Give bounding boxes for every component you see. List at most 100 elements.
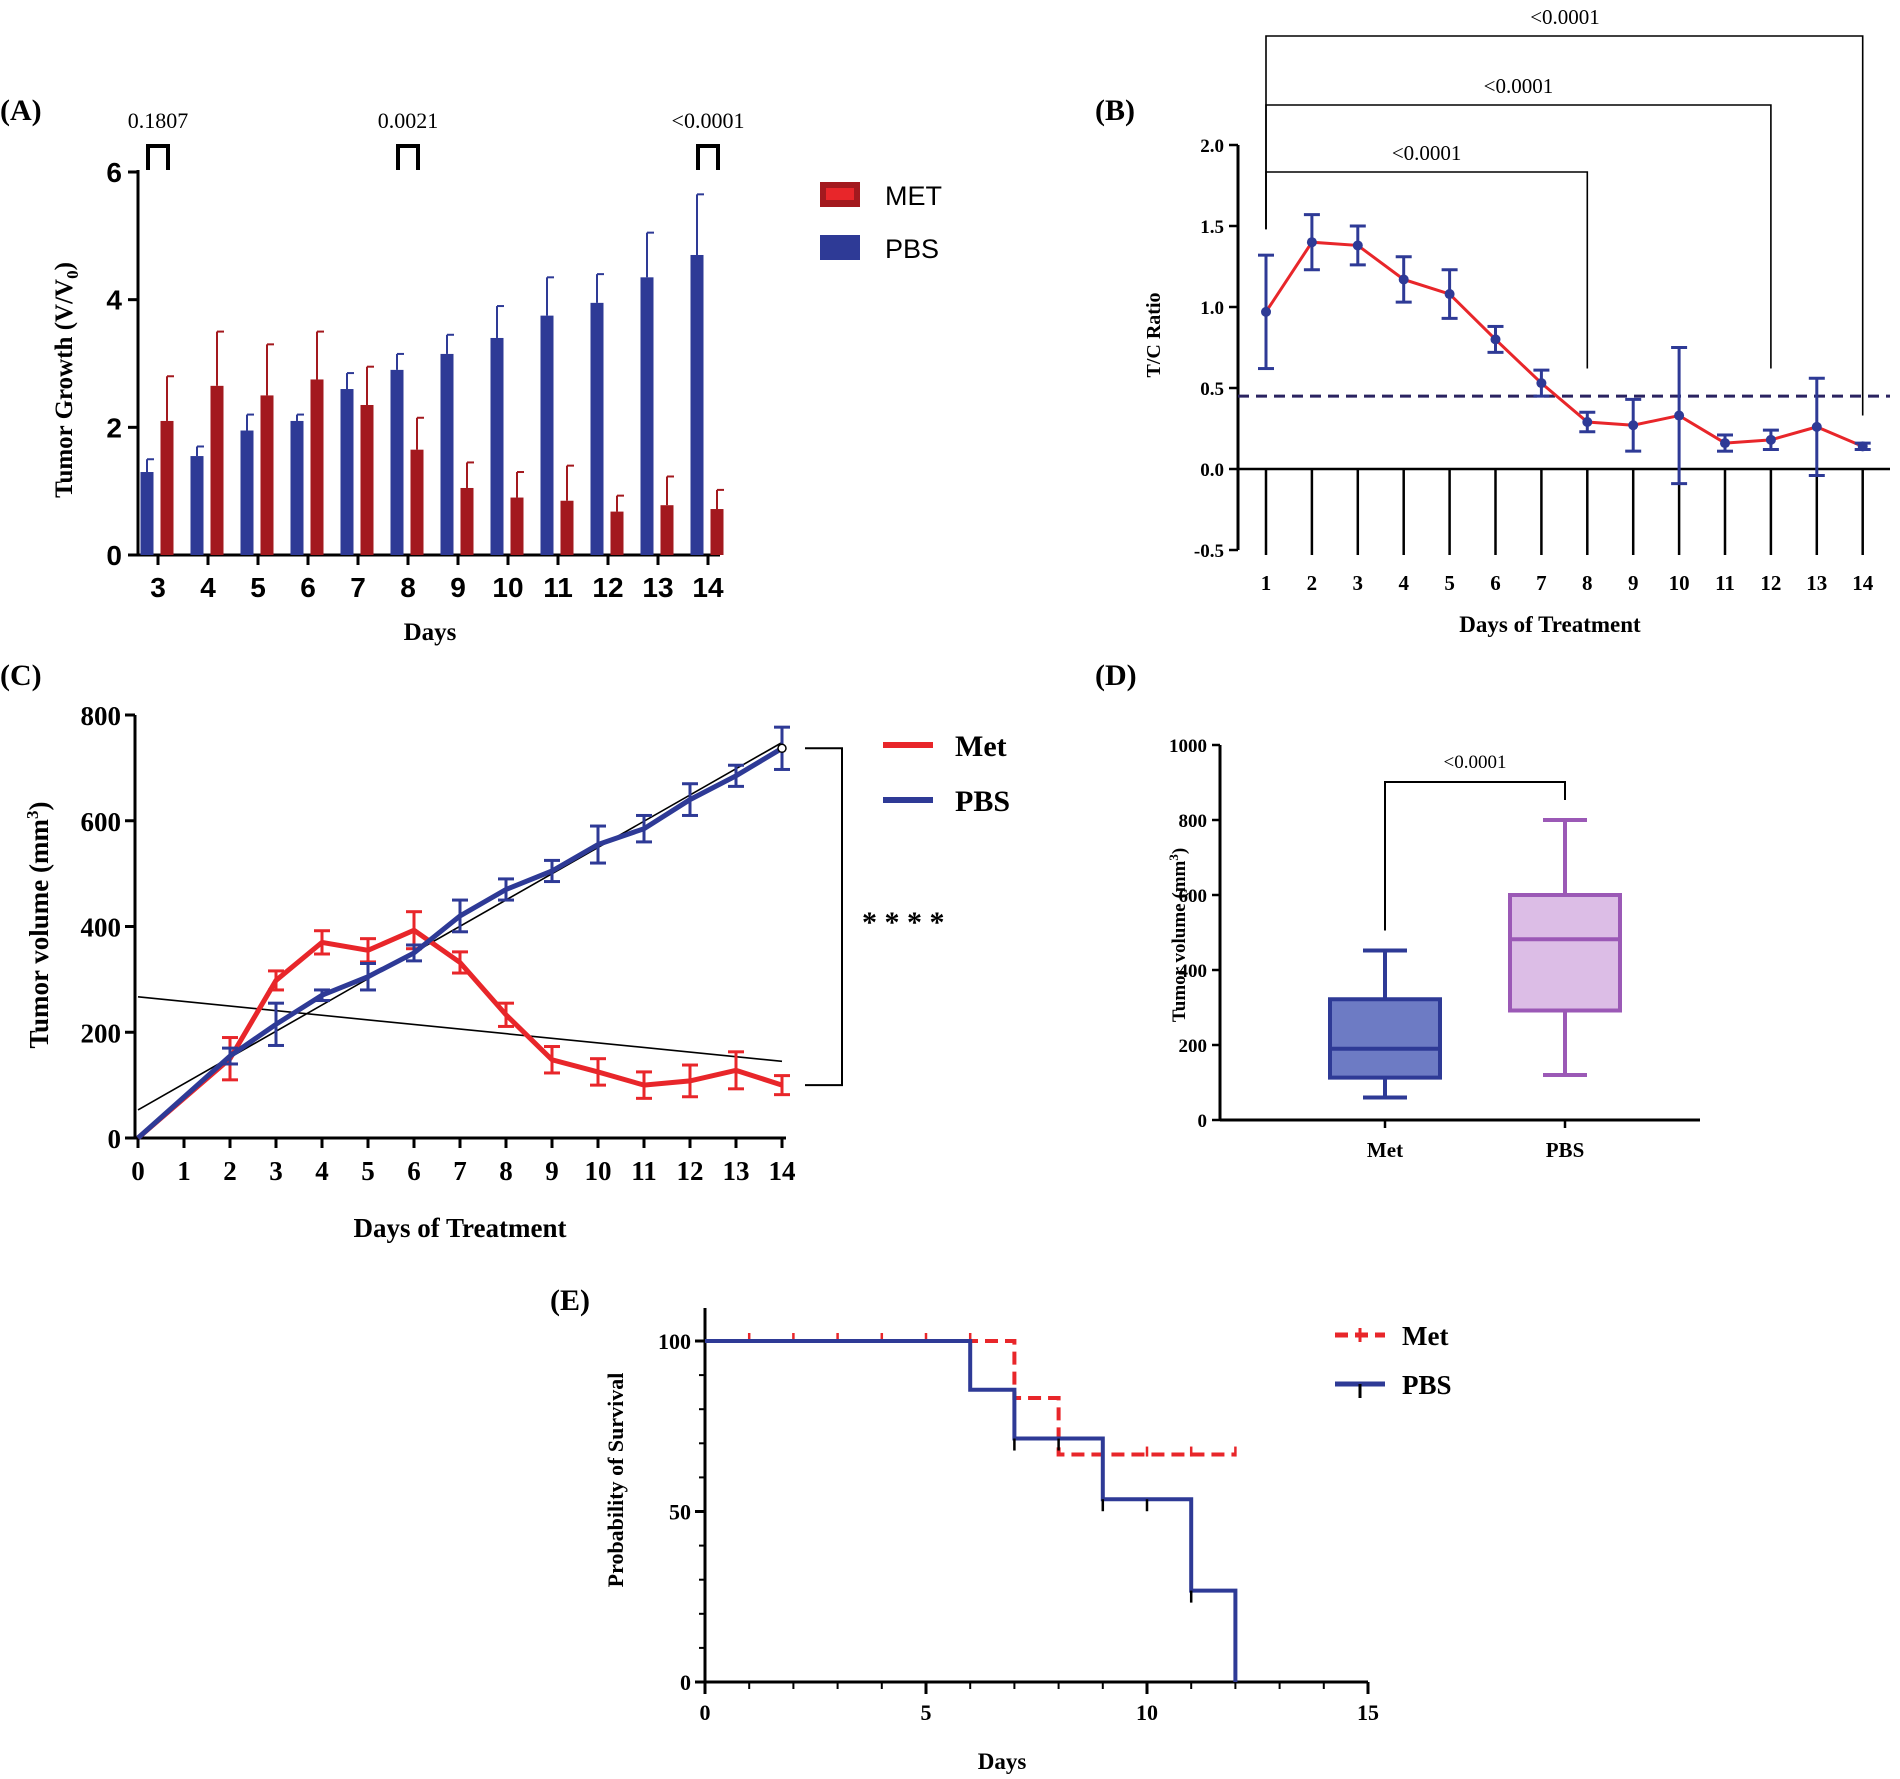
panel-e-ytick-label: 100 xyxy=(658,1329,691,1354)
panel-b-xtick-label: 1 xyxy=(1261,571,1272,595)
panel-c-ytick-label: 400 xyxy=(81,913,122,943)
panel-c-xtick-label: 6 xyxy=(407,1156,421,1186)
panel-c-label: (C) xyxy=(0,659,42,692)
panel-c-xtick-label: 9 xyxy=(545,1156,559,1186)
panel-a-xtick-label: 7 xyxy=(350,572,366,603)
panel-a-ytick-label: 6 xyxy=(106,157,122,188)
panel-a-xlabel: Days xyxy=(404,619,457,646)
panel-a-label: (A) xyxy=(0,94,42,127)
panel-a-ytick-label: 2 xyxy=(106,412,122,443)
bar-pbs xyxy=(490,337,504,555)
panel-a-xtick-label: 14 xyxy=(692,572,724,603)
panel-c-ylabel: Tumor volume (mm3) xyxy=(23,802,54,1049)
panel-e-ytick-label: 0 xyxy=(680,1670,691,1695)
panel-e-ytick-label: 50 xyxy=(669,1500,691,1525)
data-point xyxy=(1536,378,1547,389)
survival-curve-pbs xyxy=(705,1339,1238,1682)
panel-a-xtick-label: 10 xyxy=(492,572,523,603)
panel-a-xtick-label: 4 xyxy=(200,572,216,603)
panel-a-ylabel: Tumor Growth (V/V0) xyxy=(51,262,82,498)
legend-label-pbs: PBS xyxy=(955,785,1010,818)
data-point xyxy=(1720,438,1730,449)
legend-swatch-pbs xyxy=(820,235,860,260)
panel-e-label: (E) xyxy=(550,1284,590,1317)
panel-c-xtick-label: 12 xyxy=(677,1156,704,1186)
panel-d-ytick-label: 0 xyxy=(1198,1111,1208,1132)
panel-b-pvalue: <0.0001 xyxy=(1392,141,1462,165)
bar-met xyxy=(560,500,574,555)
panel-d-ytick-label: 600 xyxy=(1179,886,1208,907)
panel-b-ytick-label: 2.0 xyxy=(1200,136,1224,157)
endpoint-marker xyxy=(777,743,787,754)
panel-a-pvalue: 0.0021 xyxy=(378,108,439,133)
bar-met xyxy=(310,379,324,555)
panel-b-ytick-label: 1.0 xyxy=(1200,298,1224,319)
box-met xyxy=(1328,997,1442,1080)
data-point xyxy=(1490,334,1501,345)
bar-met xyxy=(360,404,374,555)
bar-pbs xyxy=(390,369,404,555)
panel-c: (C) Days of Treatment Tumor volume (mm3)… xyxy=(0,659,1010,1243)
data-point xyxy=(1398,274,1409,285)
data-point xyxy=(1811,421,1822,432)
panel-d: (D) Tumor volume (mm3) 0 200 400 600 800 1000… xyxy=(1095,659,1700,1162)
panel-b-ylabel: T/C Ratio xyxy=(1143,293,1165,378)
panel-c-xtick-label: 13 xyxy=(723,1156,750,1186)
significance-bracket xyxy=(696,144,720,170)
panel-a-xtick-label: 8 xyxy=(400,572,416,603)
panel-c-xtick-label: 2 xyxy=(223,1156,237,1186)
bar-met xyxy=(710,509,724,555)
panel-c-xtick-label: 8 xyxy=(499,1156,513,1186)
panel-c-ytick-label: 200 xyxy=(81,1018,122,1048)
panel-b-xtick-label: 10 xyxy=(1669,571,1690,595)
data-point xyxy=(1765,434,1776,445)
panel-d-ytick-label: 400 xyxy=(1179,961,1208,982)
bar-met xyxy=(410,449,424,555)
panel-e-xtick-label: 0 xyxy=(700,1700,711,1725)
panel-d-pvalue: <0.0001 xyxy=(1444,752,1507,773)
panel-b: (B) Days of Treatment T/C Ratio -0.5 0.0 0… xyxy=(1095,5,1890,637)
panel-b-xtick-label: 5 xyxy=(1444,571,1455,595)
series-line-tc xyxy=(1264,240,1864,448)
legend-label-met: Met xyxy=(1402,1321,1448,1351)
panel-a-xtick-label: 9 xyxy=(450,572,466,603)
panel-a-xtick-label: 5 xyxy=(250,572,266,603)
significance-bracket xyxy=(1265,35,1864,416)
box-pbs xyxy=(1508,893,1622,1013)
panel-b-xtick-label: 2 xyxy=(1307,571,1318,595)
bar-pbs xyxy=(340,389,354,555)
panel-a-xtick-label: 12 xyxy=(592,572,623,603)
panel-b-xtick-label: 14 xyxy=(1852,571,1874,595)
series-line-met xyxy=(136,927,783,1140)
data-point xyxy=(1261,306,1271,317)
legend-swatch-met-inner xyxy=(826,188,854,200)
bar-pbs xyxy=(440,353,454,555)
panel-d-ytick-label: 1000 xyxy=(1169,736,1207,757)
panel-c-xtick-label: 14 xyxy=(769,1156,796,1186)
panel-a-ytick-label: 0 xyxy=(106,540,122,571)
legend-label-pbs: PBS xyxy=(1402,1370,1452,1400)
data-point xyxy=(1306,237,1317,248)
panel-b-ytick-label: 0.5 xyxy=(1200,379,1224,400)
panel-e-legend: Met PBS xyxy=(1335,1321,1452,1400)
panel-d-ylabel: Tumor volume (mm3) xyxy=(1166,848,1190,1022)
panel-a-xtick-label: 11 xyxy=(543,572,573,603)
bar-pbs xyxy=(590,302,604,555)
bar-pbs xyxy=(540,315,554,555)
panel-d-label: (D) xyxy=(1095,659,1137,692)
panel-e: (E) Days Probability of Survival Met PBS… xyxy=(550,1284,1452,1774)
bar-pbs xyxy=(140,472,154,555)
panel-b-pvalue: <0.0001 xyxy=(1484,74,1554,98)
panel-a-xtick-label: 13 xyxy=(642,572,673,603)
panel-a-ytick-label: 4 xyxy=(106,285,122,316)
bar-met xyxy=(510,497,524,555)
significance-bracket xyxy=(1384,781,1566,931)
data-point xyxy=(1352,240,1363,251)
panel-a-xtick-label: 3 xyxy=(150,572,166,603)
panel-b-xlabel: Days of Treatment xyxy=(1459,612,1641,637)
bar-pbs xyxy=(290,420,304,555)
fit-line xyxy=(137,996,783,1063)
significance-bracket xyxy=(1265,104,1772,369)
panel-e-xtick-label: 15 xyxy=(1357,1700,1379,1725)
